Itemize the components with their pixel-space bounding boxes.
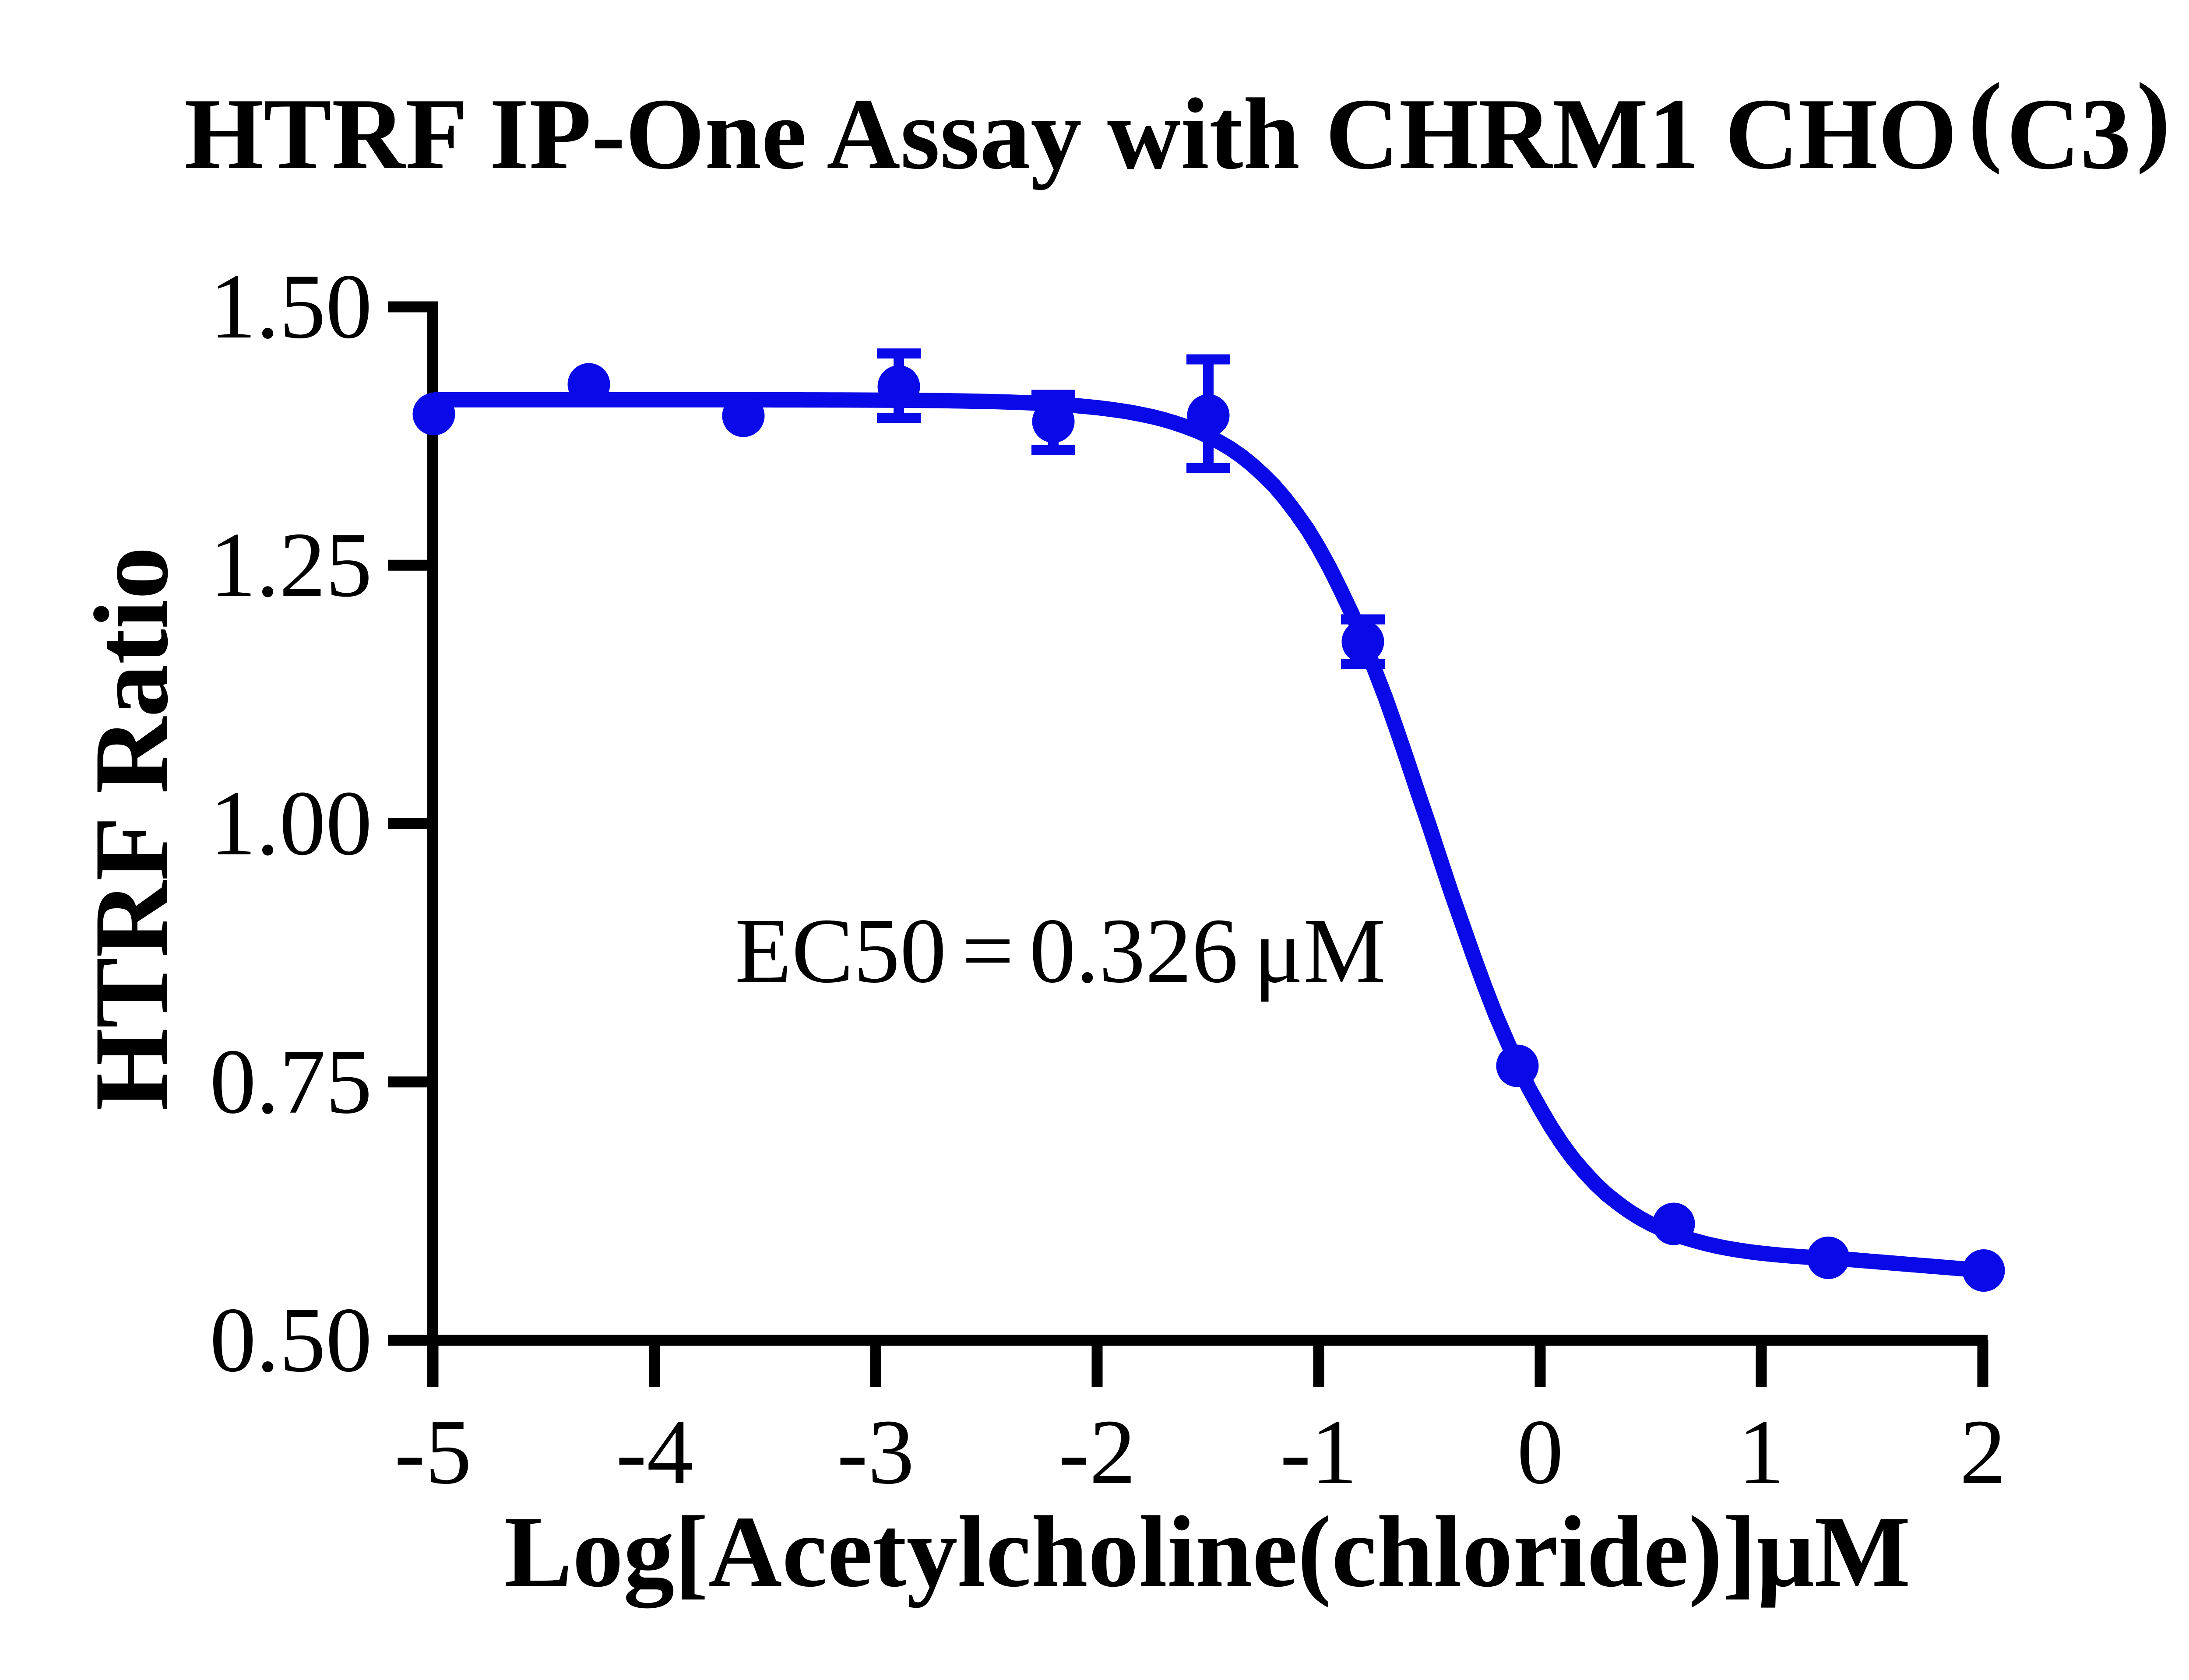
svg-text:1.25: 1.25 [210, 513, 372, 616]
svg-text:-1: -1 [1280, 1400, 1358, 1503]
svg-text:1.50: 1.50 [210, 255, 372, 358]
svg-text:2: 2 [1960, 1400, 2006, 1503]
svg-text:Log[Acetylcholine(chloride)]μM: Log[Acetylcholine(chloride)]μM [504, 1495, 1911, 1609]
svg-text:-3: -3 [837, 1400, 915, 1503]
svg-text:0: 0 [1517, 1400, 1563, 1503]
svg-text:EC50 = 0.326 μM: EC50 = 0.326 μM [735, 899, 1386, 1002]
svg-text:0.75: 0.75 [210, 1030, 372, 1133]
svg-text:1.00: 1.00 [210, 772, 372, 875]
svg-text:1: 1 [1738, 1400, 1784, 1503]
svg-text:-5: -5 [394, 1400, 472, 1503]
svg-text:-4: -4 [616, 1400, 693, 1503]
svg-text:HTRF Ratio: HTRF Ratio [73, 547, 190, 1111]
svg-text:0.50: 0.50 [210, 1288, 372, 1391]
svg-text:HTRF IP-One Assay with CHRM1 C: HTRF IP-One Assay with CHRM1 CHO (C3) [184, 62, 2170, 190]
svg-text:-2: -2 [1059, 1400, 1136, 1503]
